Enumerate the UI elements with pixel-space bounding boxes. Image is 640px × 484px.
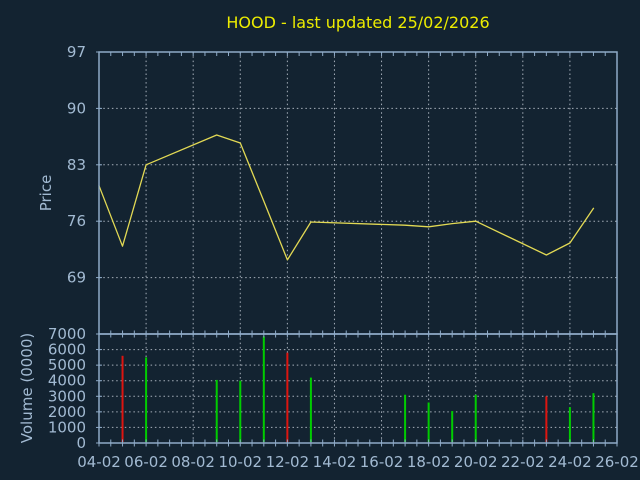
x-tick-label: 12-02 (266, 453, 310, 471)
volume-y-tick-label: 2000 (48, 403, 86, 421)
volume-y-tick-label: 7000 (48, 325, 86, 343)
volume-bar (427, 402, 430, 442)
x-tick-label: 16-02 (360, 453, 404, 471)
volume-bar (215, 379, 218, 442)
x-tick-label: 10-02 (218, 453, 262, 471)
volume-bar (474, 394, 477, 442)
volume-bar (568, 407, 571, 442)
x-tick-label: 22-02 (501, 453, 545, 471)
x-tick-label: 08-02 (171, 453, 215, 471)
x-tick-label: 04-02 (77, 453, 121, 471)
price-y-tick-label: 76 (67, 212, 86, 230)
price-line-series (98, 134, 595, 261)
price-y-tick-label: 83 (67, 156, 86, 174)
x-tick-label: 06-02 (124, 453, 168, 471)
axis-ticks (96, 51, 618, 447)
x-tick-label: 20-02 (454, 453, 498, 471)
volume-y-tick-label: 4000 (48, 372, 86, 390)
volume-bar (239, 380, 242, 442)
volume-y-tick-label: 6000 (48, 341, 86, 359)
volume-y-tick-label: 5000 (48, 356, 86, 374)
volume-bar (145, 357, 148, 442)
volume-bar (404, 394, 407, 442)
price-y-tick-label: 90 (67, 99, 86, 117)
volume-bar (286, 352, 289, 442)
volume-bar (262, 336, 265, 442)
data-series (98, 134, 595, 442)
price-y-tick-label: 69 (67, 269, 86, 287)
volume-bar (121, 355, 124, 442)
x-tick-label: 18-02 (407, 453, 451, 471)
volume-bar (309, 377, 312, 442)
volume-bar (451, 411, 454, 442)
volume-y-tick-label: 1000 (48, 418, 86, 436)
price-axis-title: Price (37, 175, 55, 212)
volume-y-tick-label: 0 (76, 434, 86, 452)
volume-axis-title: Volume (0000) (18, 333, 36, 443)
chart-title: HOOD - last updated 25/02/2026 (226, 13, 489, 32)
price-y-tick-label: 97 (67, 43, 86, 61)
volume-bar (545, 396, 548, 442)
x-tick-label: 24-02 (548, 453, 592, 471)
volume-y-tick-label: 3000 (48, 387, 86, 405)
x-tick-label: 14-02 (313, 453, 357, 471)
volume-bar (592, 393, 595, 442)
x-tick-label: 26-02 (595, 453, 639, 471)
